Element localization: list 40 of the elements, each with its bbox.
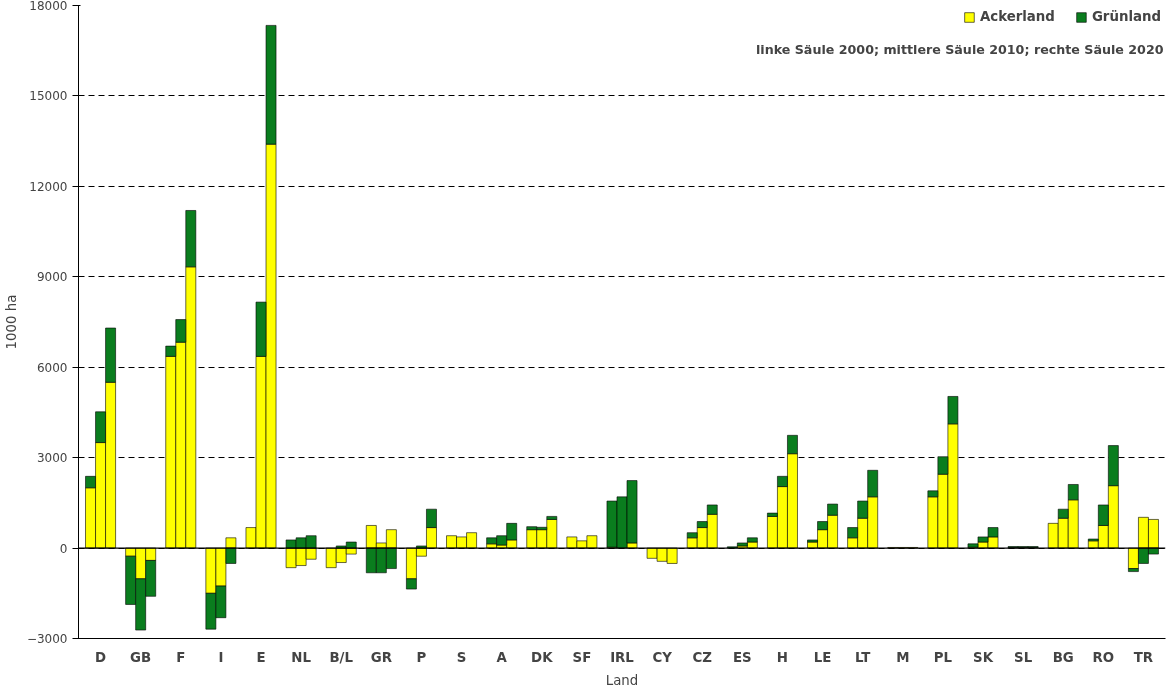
x-tick-label: PL	[933, 649, 953, 665]
x-tick-label: S	[456, 649, 467, 665]
x-tick-label: M	[896, 649, 910, 665]
x-tick-label: SF	[572, 649, 592, 665]
annotation: linke Säule 2000; mittlere Säule 2010; rechte Säule 2020	[755, 41, 1164, 57]
x-tick-label: B/L	[329, 649, 354, 665]
x-tick-label: ES	[732, 649, 752, 665]
legend-label: Grünland	[1091, 9, 1161, 24]
y-tick-label: 3000	[36, 451, 68, 466]
x-tick-label: H	[776, 649, 789, 665]
x-tick-label: LE	[813, 649, 832, 665]
y-tick-label: 15000	[29, 89, 68, 104]
x-tick-label: BG	[1052, 649, 1074, 665]
y-tick-label: 9000	[36, 270, 68, 285]
x-tick-label: RO	[1092, 649, 1115, 665]
x-axis-title: Land	[605, 672, 639, 688]
x-tick-label: NL	[291, 649, 312, 665]
y-tick-label: −3000	[26, 632, 68, 646]
x-tick-label: SL	[1014, 649, 1033, 665]
x-tick-label: GB	[130, 649, 152, 665]
x-tick-label: SK	[973, 649, 994, 665]
y-axis-title: 1000 ha	[3, 294, 19, 350]
x-tick-label: I	[218, 649, 224, 665]
x-tick-label: DK	[531, 649, 554, 665]
x-tick-label: CY	[652, 649, 673, 665]
y-tick-label: 0	[59, 541, 68, 556]
x-tick-label: P	[416, 649, 427, 665]
x-tick-label: D	[95, 649, 107, 665]
x-tick-label: E	[256, 649, 266, 665]
x-tick-label: GR	[370, 649, 392, 665]
x-tick-label: IRL	[610, 649, 635, 665]
legend-label: Ackerland	[979, 9, 1055, 24]
x-tick-label: TR	[1133, 649, 1154, 665]
x-tick-label: CZ	[692, 649, 713, 665]
x-tick-label: A	[496, 649, 508, 665]
x-tick-label: F	[176, 649, 186, 665]
y-tick-label: 12000	[29, 179, 68, 194]
y-tick-label: 18000	[29, 0, 68, 13]
y-tick-label: 6000	[36, 360, 68, 375]
x-tick-label: LT	[854, 649, 872, 665]
